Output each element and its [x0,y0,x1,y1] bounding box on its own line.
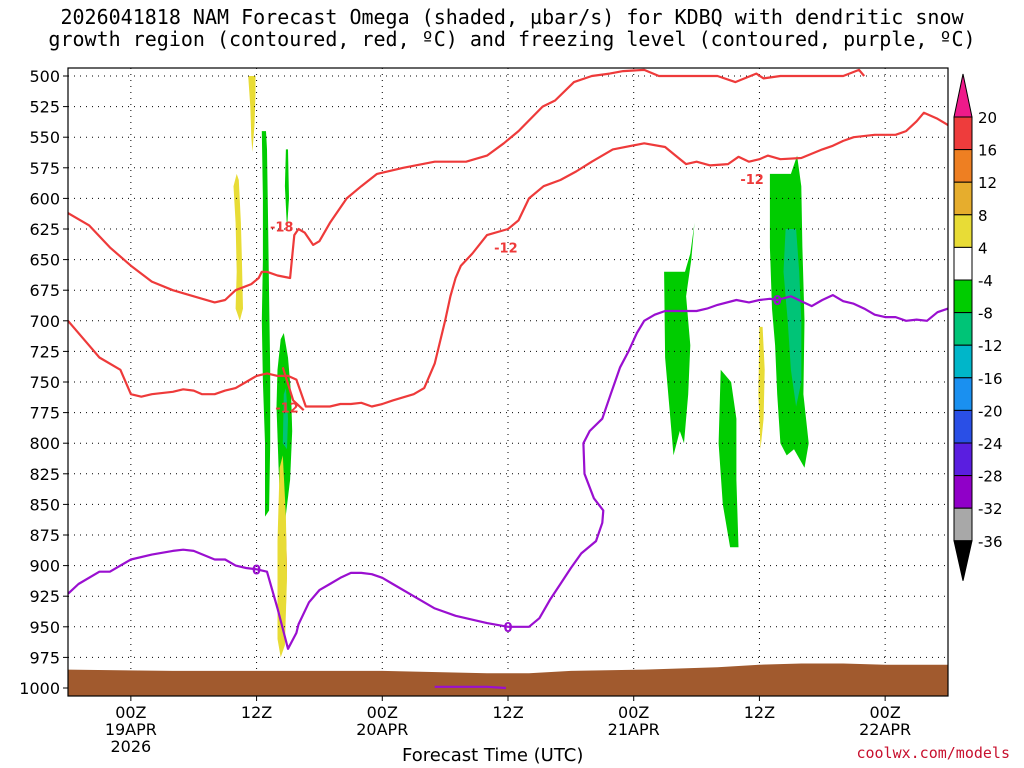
y-axis: 500 525 550 575 600 625 650 675 700 725 750 775 800 8… [19,67,68,698]
x-tick-label-6: 00Z [115,703,146,722]
colorbar-label-11: -28 [978,468,1003,486]
colorbar-swatch-5 [953,279,973,314]
y-tick-label-900: 900 [29,557,60,576]
colorbar-swatch-1 [953,149,973,183]
y-tick-label-525: 525 [29,98,60,117]
site-credit: coolwx.com/models [856,744,1010,762]
colorbar-label-1: 16 [978,142,997,160]
colorbar-label-3: 8 [978,207,988,225]
y-tick-label-725: 725 [29,342,60,361]
omega-region-2 [261,131,271,517]
y-tick-label-500: 500 [29,67,60,86]
isotherm-label-0: -18 [270,221,294,236]
colorbar-top-arrow [953,73,973,118]
colorbar-swatch-10 [953,442,973,477]
isotherm-line-0 [68,68,866,304]
colorbar-swatch-6 [953,312,973,346]
isotherm-line-2 [281,366,305,412]
x-tick-label-30: 00Z [367,703,398,722]
chart-title: 2026041818 NAM Forecast Omega (shaded, µ… [0,6,1024,50]
isotherm-label-2: -12 [275,402,299,417]
x-axis-title: Forecast Time (UTC) [402,745,584,766]
grid-lines [68,68,948,696]
y-tick-label-700: 700 [29,312,60,331]
y-tick-label-925: 925 [29,587,60,606]
colorbar-label-10: -24 [978,435,1003,453]
omega-region-9 [718,369,739,548]
freezing-level-label-1: 0 [503,621,512,636]
colorbar-label-0: 20 [978,109,997,127]
y-tick-label-875: 875 [29,526,60,545]
terrain-fill [68,663,948,696]
title-line-1: 2026041818 NAM Forecast Omega (shaded, µ… [60,5,964,29]
colorbar-swatch-12 [953,507,973,542]
omega-region-1 [233,173,243,321]
y-tick-label-800: 800 [29,434,60,453]
colorbar-swatch-11 [953,475,973,509]
freezing-level-label-2: 0 [773,294,782,309]
isotherm-label-1: -12 [494,241,518,256]
omega-region-3 [284,149,289,229]
colorbar-swatch-4 [953,246,973,281]
y-tick-label-950: 950 [29,618,60,637]
y-tick-label-825: 825 [29,465,60,484]
colorbar-swatch-8 [953,377,973,411]
x-tick-date-78: 22APR [859,720,911,739]
y-tick-label-650: 650 [29,251,60,270]
y-tick-label-1000: 1000 [19,679,60,698]
colorbar-swatch-2 [953,181,973,216]
contours: -18 -12 -12 -12 0 0 0 [68,68,948,690]
title-line-2: growth region (contoured, red, ºC) and f… [48,27,976,51]
y-tick-label-850: 850 [29,495,60,514]
omega-region-0 [248,76,256,152]
colorbar-label-6: -8 [978,305,993,323]
y-tick-label-750: 750 [29,373,60,392]
omega-region-8 [664,222,695,456]
freezing-level-lower [434,685,506,690]
omega-region-10 [758,326,765,450]
omega-region-7 [277,455,287,658]
colorbar-bottom-arrow [953,540,973,581]
colorbar-swatch-7 [953,344,973,379]
x-tick-date-30: 20APR [356,720,408,739]
x-tick-year-6: 2026 [110,737,151,756]
y-tick-label-775: 775 [29,404,60,423]
colorbar-swatch-9 [953,409,973,444]
y-tick-label-625: 625 [29,220,60,239]
colorbar-swatch-3 [953,214,973,248]
colorbar: 20 16 12 8 4 -4 -8 -12 -16 -20 -24 -28 -32 -36 [953,73,1003,581]
colorbar-label-13: -36 [978,533,1003,551]
colorbar-label-12: -32 [978,500,1003,518]
y-tick-label-975: 975 [29,648,60,667]
x-tick-label-42: 12Z [492,703,523,722]
omega-region-12 [783,229,802,407]
colorbar-label-9: -20 [978,402,1003,420]
colorbar-label-4: 4 [978,239,988,257]
x-tick-label-54: 00Z [618,703,649,722]
colorbar-label-2: 12 [978,174,997,192]
isotherm-label-3: -12 [740,173,764,188]
colorbar-label-7: -12 [978,337,1003,355]
y-tick-label-600: 600 [29,189,60,208]
colorbar-label-8: -16 [978,370,1003,388]
x-tick-date-6: 19APR [105,720,157,739]
y-tick-label-575: 575 [29,159,60,178]
x-tick-label-66: 12Z [744,703,775,722]
colorbar-label-5: -4 [978,272,993,290]
y-tick-label-675: 675 [29,281,60,300]
omega-shading [233,76,809,658]
x-tick-label-78: 00Z [869,703,900,722]
colorbar-swatch-0 [953,116,973,151]
omega-region-5 [282,388,288,450]
isotherm-line-1 [68,111,948,408]
x-tick-date-54: 21APR [608,720,660,739]
terrain-ground [68,663,948,696]
freezing-level-line [68,294,948,650]
x-tick-label-18: 12Z [241,703,272,722]
freezing-level-label-0: 0 [252,563,261,578]
y-tick-label-550: 550 [29,128,60,147]
